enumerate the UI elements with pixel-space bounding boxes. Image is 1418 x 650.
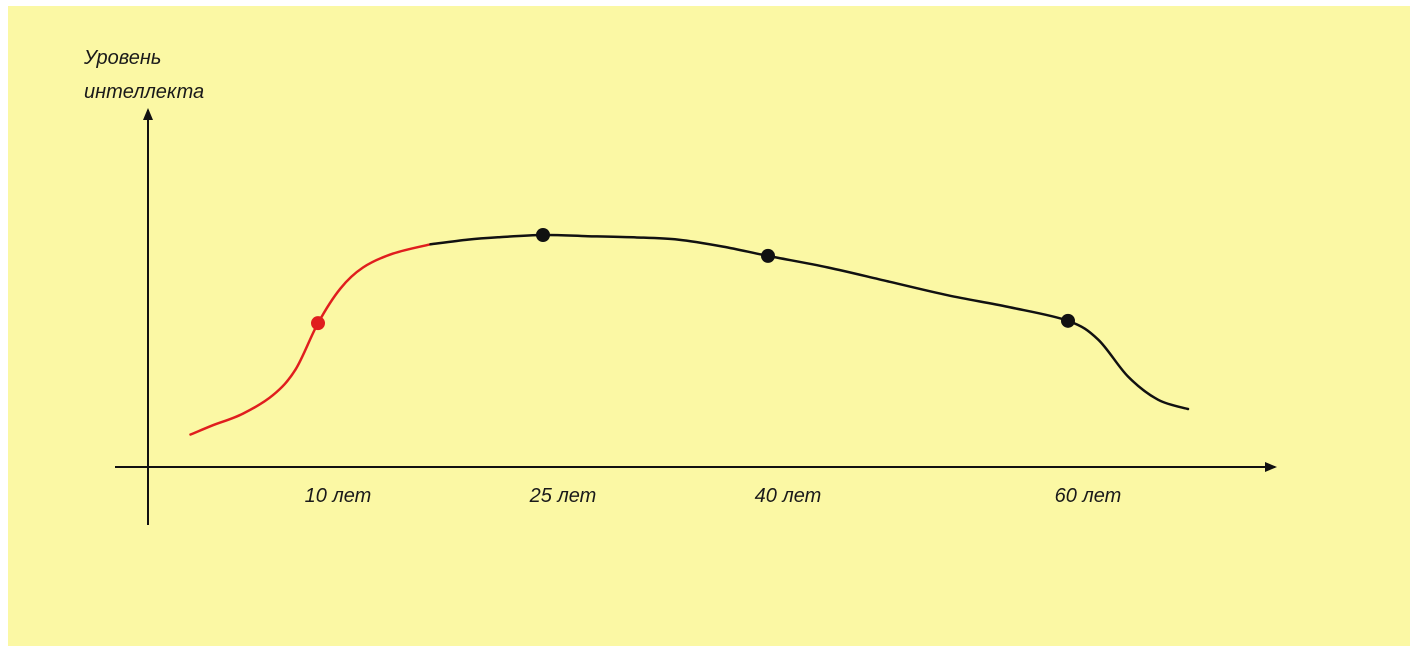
x-tick-label-60: 60 лет	[1055, 485, 1122, 507]
series-layer	[189, 233, 1190, 436]
x-tick-label-40: 40 лет	[755, 485, 822, 507]
data-point-age-25	[536, 228, 550, 242]
point-layer	[311, 228, 1075, 331]
y-axis-label-line-2: интеллекта	[84, 81, 204, 103]
x-tick-label-10: 10 лет	[305, 485, 372, 507]
y-axis-label-line-1: Уровень	[83, 47, 161, 69]
tick-layer: 10 лет 25 лет 40 лет 60 лет	[305, 485, 1122, 507]
data-point-age-60	[1061, 313, 1075, 328]
data-point-age-10	[311, 316, 325, 331]
x-tick-label-25: 25 лет	[529, 485, 597, 507]
series-line-1	[189, 243, 432, 436]
chart-panel	[8, 6, 1410, 646]
data-point-age-40	[761, 248, 775, 263]
